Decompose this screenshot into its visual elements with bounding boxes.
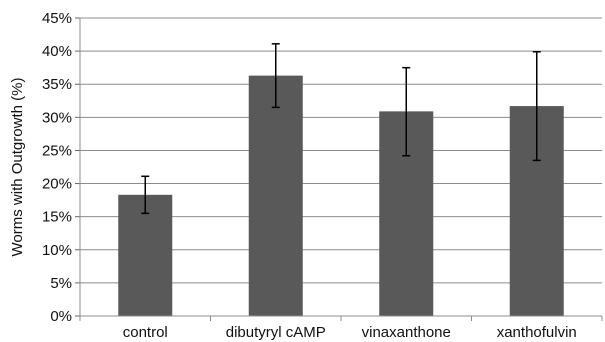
y-tick-label: 10% bbox=[42, 242, 72, 259]
axes bbox=[79, 18, 603, 321]
y-tick-label: 40% bbox=[42, 43, 72, 60]
y-tick-label: 20% bbox=[42, 176, 72, 193]
bar-control bbox=[118, 194, 173, 316]
bar-dibutyryl-camp bbox=[248, 75, 303, 316]
bars bbox=[118, 75, 564, 316]
y-tick-label: 45% bbox=[42, 10, 72, 27]
y-tick-label: 25% bbox=[42, 142, 72, 159]
x-category-label: dibutyryl cAMP bbox=[226, 324, 326, 341]
y-tick-label: 15% bbox=[42, 209, 72, 226]
x-category-label: vinaxanthone bbox=[362, 324, 451, 341]
y-tick-label: 35% bbox=[42, 76, 72, 93]
y-tick-label: 5% bbox=[50, 275, 72, 292]
y-tick-label: 0% bbox=[50, 308, 72, 325]
x-category-label: control bbox=[123, 324, 168, 341]
x-category-labels: control dibutyryl cAMP vinaxanthone xanthof… bbox=[123, 324, 577, 341]
error-bars bbox=[141, 43, 541, 215]
y-tick-label: 30% bbox=[42, 109, 72, 126]
y-axis-title: Worms with Outgrowth (%) bbox=[9, 78, 26, 257]
y-tick-labels: 0% 5% 10% 15% 20% 25% 30% 35% 40% 45% bbox=[42, 10, 72, 325]
x-category-label: xanthofulvin bbox=[497, 324, 577, 341]
